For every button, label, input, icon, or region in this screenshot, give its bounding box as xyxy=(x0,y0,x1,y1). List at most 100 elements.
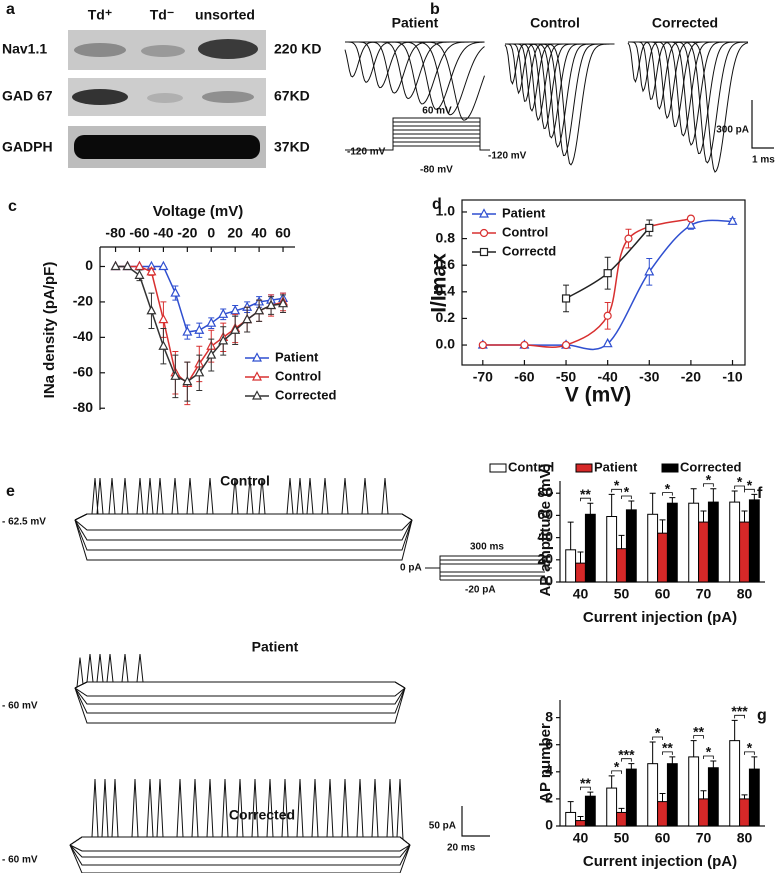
significance-bracket xyxy=(662,751,673,755)
y-tick-label: 80 xyxy=(537,484,553,500)
scale-bar xyxy=(461,806,490,837)
significance-bracket xyxy=(580,497,591,502)
y-tick-label: 0.6 xyxy=(436,256,456,272)
x-tick-label: -40 xyxy=(598,369,618,385)
scale-label: 1 ms xyxy=(752,155,775,166)
bar xyxy=(584,513,596,583)
significance-label: * xyxy=(706,744,712,760)
error-bar xyxy=(669,497,676,504)
marker xyxy=(478,340,487,350)
x-tick-label: 20 xyxy=(227,225,243,241)
significance-label: * xyxy=(624,484,630,500)
legend-label: Control xyxy=(508,459,554,474)
bar xyxy=(739,798,750,827)
error-bar xyxy=(577,816,584,821)
x-tick-label: 80 xyxy=(737,586,753,602)
marker xyxy=(194,324,205,334)
x-tick-label: 40 xyxy=(573,830,589,846)
y-tick-label: 0 xyxy=(85,257,93,273)
marker xyxy=(479,247,489,257)
error-bar xyxy=(628,500,635,510)
x-tick-label: -50 xyxy=(556,369,576,385)
bar xyxy=(616,811,627,827)
x-tick-label: 60 xyxy=(655,586,671,602)
error-bar xyxy=(690,488,697,504)
x-tick-label: -30 xyxy=(639,369,659,385)
trace xyxy=(69,844,411,873)
significance-label: * xyxy=(665,480,671,496)
scale-label: 20 ms xyxy=(447,843,476,854)
error-bar xyxy=(649,492,656,515)
potential-label: - 60 mV xyxy=(2,855,38,866)
bar xyxy=(625,768,637,827)
bar xyxy=(575,562,586,583)
bar xyxy=(729,501,741,583)
marker xyxy=(561,340,571,350)
bar xyxy=(748,768,760,827)
marker xyxy=(252,352,262,362)
x-tick-label: 40 xyxy=(251,225,267,241)
marker xyxy=(727,215,738,225)
row-label: Nav1.1 xyxy=(2,41,47,57)
size-label: 220 KD xyxy=(274,41,321,57)
bar xyxy=(584,795,596,827)
error-bar xyxy=(700,510,707,523)
panel-letter: e xyxy=(6,483,15,500)
marker xyxy=(170,287,181,297)
panel-letter: g xyxy=(757,707,767,724)
trace xyxy=(74,687,406,705)
marker xyxy=(158,313,169,324)
trace-title: Corrected xyxy=(652,15,718,31)
x-tick-label: -10 xyxy=(722,369,742,385)
x-tick-label: 50 xyxy=(614,830,630,846)
protocol-label: -80 mV xyxy=(420,165,453,176)
trace xyxy=(74,519,413,561)
x-tick-label: -60 xyxy=(129,225,149,241)
x-tick-label: -80 xyxy=(105,225,125,241)
bar xyxy=(698,798,709,827)
y-tick-label: 0.2 xyxy=(436,309,456,325)
y-axis-title: I/Imax xyxy=(428,253,451,313)
marker xyxy=(146,305,157,315)
bar xyxy=(657,532,668,583)
marker xyxy=(686,214,695,223)
bar xyxy=(657,801,668,827)
y-tick-label: 0.4 xyxy=(436,283,456,299)
marker xyxy=(194,367,205,377)
panel-letter: f xyxy=(757,485,763,502)
bar xyxy=(625,509,637,583)
trace xyxy=(345,41,485,121)
bar xyxy=(565,811,577,827)
x-tick-label: 70 xyxy=(696,830,712,846)
bar xyxy=(647,513,659,583)
trace xyxy=(505,43,615,157)
y-tick-label: 1.0 xyxy=(436,203,456,219)
marker xyxy=(134,260,145,271)
lane-label: Td⁻ xyxy=(150,7,175,23)
error-bar xyxy=(741,794,748,799)
x-tick-label: 80 xyxy=(737,830,753,846)
bar xyxy=(666,763,678,827)
error-bar xyxy=(567,801,574,813)
row-label: GADPH xyxy=(2,139,53,155)
scale-label: 50 pA xyxy=(429,821,456,832)
x-tick-label: 0 xyxy=(207,225,215,241)
significance-bracket xyxy=(703,755,714,759)
x-tick-label: 60 xyxy=(275,225,291,241)
significance-label: * xyxy=(614,759,620,775)
significance-bracket xyxy=(693,735,704,739)
trace xyxy=(345,41,485,110)
legend-label: Patient xyxy=(275,349,319,364)
legend-label: Patient xyxy=(594,459,638,474)
y-tick-label: 0 xyxy=(545,573,553,589)
marker xyxy=(206,317,217,327)
y-tick-label: -80 xyxy=(73,399,93,415)
error-bar xyxy=(659,519,666,534)
trace xyxy=(628,41,748,110)
marker xyxy=(158,340,169,350)
trace xyxy=(628,41,749,173)
error-bar xyxy=(710,488,717,503)
trace xyxy=(69,844,411,858)
significance-bracket xyxy=(580,786,591,791)
